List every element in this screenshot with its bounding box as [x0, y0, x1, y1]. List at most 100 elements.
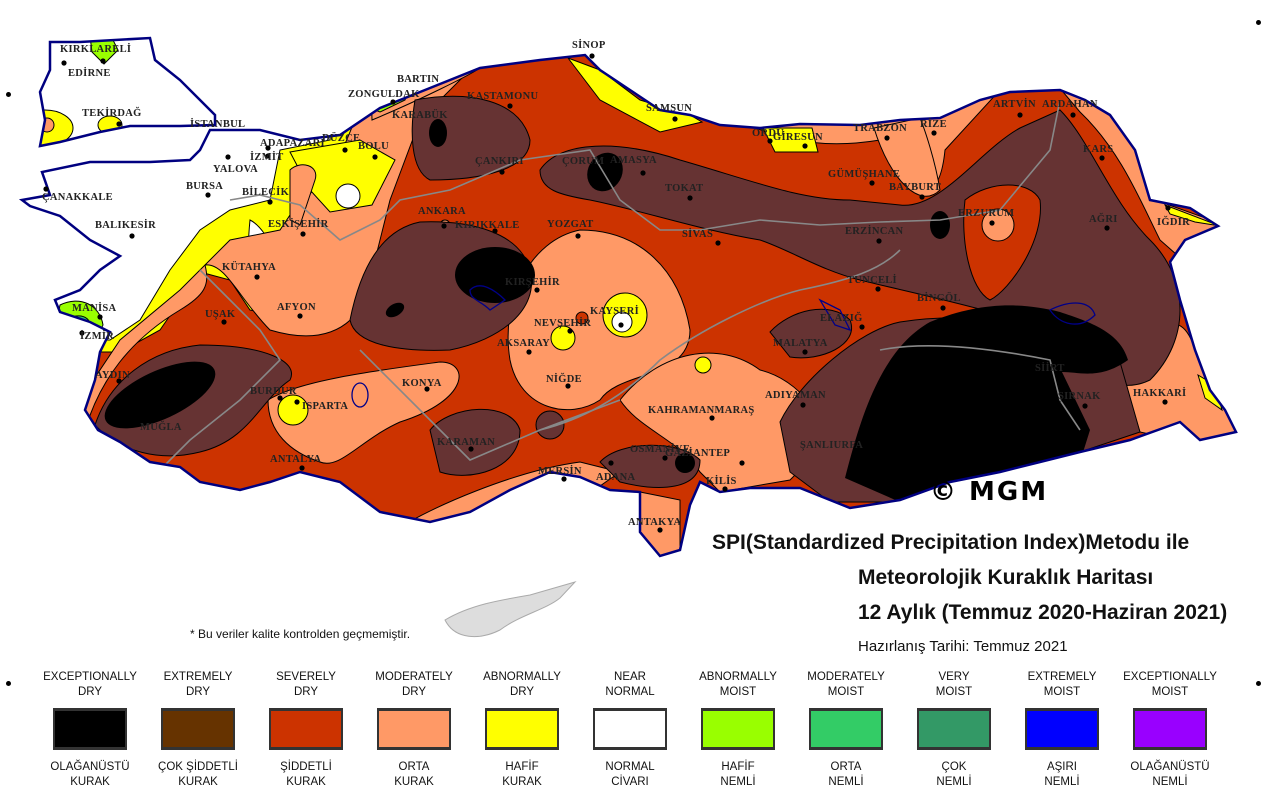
legend-swatch [809, 708, 883, 750]
city-dot [1042, 377, 1048, 383]
city-dot [507, 103, 513, 109]
city-dot [97, 314, 103, 320]
city-label: AYDIN [95, 370, 130, 381]
city-dot [372, 154, 378, 160]
city-dot [221, 319, 227, 325]
city-label: BARTIN [397, 74, 439, 85]
city-dot [593, 169, 599, 175]
city-label: MALATYA [773, 338, 828, 349]
city-dot [608, 460, 614, 466]
legend-item: Extremely Dry ÇOK ŞİDDETLİ KURAK [144, 670, 252, 790]
city-dot [1082, 403, 1088, 409]
city-dot [205, 192, 211, 198]
city-label: TRABZON [853, 123, 907, 134]
city-label: OSMANİYE [630, 443, 690, 455]
legend-label-tr: HAFİF KURAK [502, 761, 542, 788]
city-label: ELAZIĞ [820, 311, 863, 324]
footnote: * Bu veriler kalite kontrolden geçmemişt… [190, 627, 411, 641]
city-dot [267, 199, 273, 205]
city-label: ESKİŞEHİR [268, 218, 329, 230]
city-dot [1070, 112, 1076, 118]
city-dot [561, 476, 567, 482]
city-dot [492, 228, 498, 234]
city-label: NEVŞEHİR [534, 317, 591, 329]
legend-label-en: Severely Dry [276, 671, 336, 698]
city-dot [116, 378, 122, 384]
city-label: ÇORUM [562, 156, 604, 167]
city-label: EDİRNE [68, 67, 111, 79]
legend-label-en: Extremely Dry [163, 671, 233, 698]
city-dot [989, 220, 995, 226]
corner-dot [6, 681, 11, 686]
city-dot [565, 383, 571, 389]
city-dot [662, 455, 668, 461]
drought-map: KIRKLARELİ EDİRNE TEKİRDAĞ İSTANBUL ÇANAKKAL… [20, 36, 1238, 638]
city-dot [802, 349, 808, 355]
city-label: AĞRI [1089, 212, 1118, 225]
city-dot [722, 486, 728, 492]
city-label: NİĞDE [546, 372, 582, 385]
city-dot [869, 180, 875, 186]
city-dot [61, 60, 67, 66]
city-dot [526, 349, 532, 355]
prepared-date: Hazırlanış Tarihi: Temmuz 2021 [858, 638, 1068, 655]
mgm-copyright: © MGM [930, 477, 1049, 507]
city-label: ANKARA [418, 206, 466, 217]
city-label: KIRIKKALE [455, 220, 520, 231]
city-dot [640, 170, 646, 176]
city-label: SİVAS [682, 228, 713, 240]
city-dot [424, 386, 430, 392]
corner-dot [6, 92, 11, 97]
city-dot [575, 233, 581, 239]
city-dot [940, 305, 946, 311]
city-label: UŞAK [205, 309, 236, 320]
city-label: İZMİT [250, 151, 284, 163]
city-dot [589, 53, 595, 59]
city-dot [1099, 155, 1105, 161]
city-label: TEKİRDAĞ [82, 106, 142, 119]
legend-label-tr: ORTA NEMLİ [828, 761, 864, 788]
city-dot [225, 154, 231, 160]
city-label: AKSARAY [497, 338, 550, 349]
city-label: SİNOP [572, 39, 606, 51]
city-dot [294, 399, 300, 405]
legend-item: Abnormally Dry HAFİF KURAK [468, 670, 576, 790]
legend-swatch [593, 708, 667, 750]
city-label: YALOVA [213, 164, 258, 175]
city-label: KARS [1083, 144, 1113, 155]
city-dot [100, 58, 106, 64]
city-label: AFYON [277, 302, 316, 313]
city-dot [534, 287, 540, 293]
city-label: ADIYAMAN [765, 390, 826, 401]
city-dot [1165, 205, 1171, 211]
legend-label-tr: ÇOK NEMLİ [936, 761, 972, 788]
city-dot [1162, 399, 1168, 405]
city-dot [79, 330, 85, 336]
legend-label-tr: NORMAL CİVARI [605, 761, 655, 788]
city-label: BİNGÖL [917, 291, 961, 304]
legend-item: Severely Dry ŞİDDETLİ KURAK [252, 670, 360, 790]
city-label: DÜZCE [322, 131, 360, 144]
city-label: KIRŞEHİR [505, 276, 560, 288]
cyprus-shape [444, 581, 577, 638]
legend-label-tr: OLAĞANÜSTÜ NEMLİ [1130, 761, 1210, 788]
city-dot [618, 322, 624, 328]
legend-swatch [917, 708, 991, 750]
city-label: KARAMAN [437, 437, 495, 448]
map-title-line2: Meteorolojik Kuraklık Haritası [858, 566, 1154, 589]
city-dot [687, 195, 693, 201]
city-label: ŞIRNAK [1058, 391, 1101, 402]
city-dot [1017, 112, 1023, 118]
city-dot [876, 238, 882, 244]
city-label: ARTVİN [993, 98, 1036, 110]
legend-label-en: Exceptionally Dry [43, 671, 137, 698]
city-dot [390, 99, 396, 105]
city-label: GAZİANTEP [665, 447, 730, 459]
city-label: BALIKESİR [95, 219, 156, 231]
city-dot [802, 143, 808, 149]
city-dot [657, 527, 663, 533]
city-label: ISPARTA [302, 401, 348, 412]
city-label: İZMİR [80, 330, 114, 342]
city-label: GÜMÜŞHANE [828, 167, 900, 180]
map-title-line1: SPI(Standardized Precipitation Index)Met… [712, 531, 1190, 554]
